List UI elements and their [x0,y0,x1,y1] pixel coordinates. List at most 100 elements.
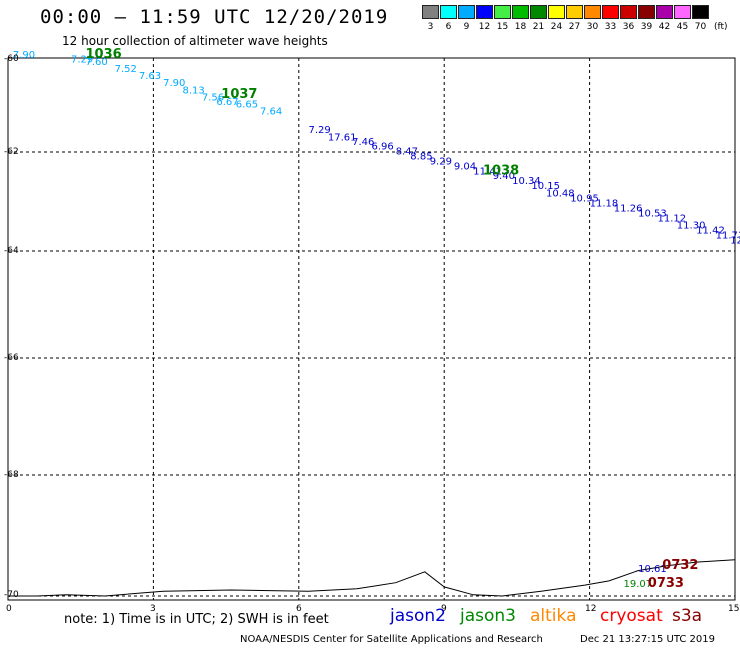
legend-cryosat: cryosat [600,606,663,626]
colorbar-label: 3 [427,22,434,32]
colorbar-label: 9 [463,22,470,32]
antarctic-coastline [8,559,736,597]
legend-s3a: s3a [672,606,703,626]
swh-value-label: 9.04 [454,161,476,172]
colorbar-swatch [638,5,655,19]
swh-value-label: 11.18 [590,199,619,210]
lat-label-68: -68 [4,470,19,480]
generation-timestamp: Dec 21 13:27:15 UTC 2019 [580,634,715,645]
colorbar-swatch [656,5,673,19]
colorbar-swatch [422,5,439,19]
colorbar-swatch [602,5,619,19]
pass-id-label: 1036 [86,47,122,62]
pass-id-label: 0733 [648,576,684,591]
pass-id-label: 1038 [483,163,519,178]
swh-value-label: 6.65 [236,99,258,110]
colorbar-label: 27 [568,22,581,32]
colorbar-swatch [620,5,637,19]
lon-label-15: 15 [728,604,740,614]
swh-value-label: 7.52 [115,64,137,75]
lat-label-66: -66 [4,353,19,363]
lon-label-3: 3 [150,604,156,614]
swh-value-label: 11.30 [677,221,706,232]
colorbar-label: 45 [676,22,689,32]
colorbar-label: 36 [622,22,635,32]
lat-label-64: -64 [4,246,19,256]
swh-value-label: 10.34 [512,176,541,187]
colorbar-swatch [674,5,691,19]
swh-value-label: 7.56 [202,92,224,103]
swh-value-label: 6.96 [372,142,394,153]
swh-value-label: 7.29 [71,55,93,66]
swh-value-label: 11.41 [473,166,502,177]
colorbar-swatch [476,5,493,19]
colorbar-unit: (ft) [714,22,728,32]
legend-jason2: jason2 [390,606,446,626]
swh-value-label: 7.64 [260,106,282,117]
swh-value-label: 11.12 [658,213,687,224]
pass-id-label: 0732 [662,558,698,573]
swh-value-label: 11.26 [614,203,643,214]
coastline-path [8,559,736,597]
colorbar-swatch [458,5,475,19]
credit-line: NOAA/NESDIS Center for Satellite Applica… [240,634,543,645]
colorbar-label: 70 [694,22,707,32]
swh-value-label: 17.61 [328,132,357,143]
colorbar-swatch [512,5,529,19]
colorbar-swatch [548,5,565,19]
colorbar-swatch [692,5,709,19]
swh-value-label: 10.95 [570,194,599,205]
colorbar-label: 33 [604,22,617,32]
swh-value-label: 7.29 [309,125,331,136]
colorbar-swatch [566,5,583,19]
colorbar-label: 42 [658,22,671,32]
swh-value-label: 19.07 [624,579,653,590]
colorbar-swatch [584,5,601,19]
colorbar-swatch [494,5,511,19]
legend-altika: altika [530,606,577,626]
swh-value-label: 11.71 [716,231,740,242]
lon-label-0: 0 [6,604,12,614]
colorbar-label: 21 [532,22,545,32]
colorbar-label: 6 [445,22,452,32]
swh-value-label: 7.90 [163,78,185,89]
swh-value-label: 11.42 [696,226,725,237]
swh-value-label: 8.47 [396,147,418,158]
swh-value-label: 10.53 [638,208,667,219]
colorbar-label: 39 [640,22,653,32]
lon-label-9: 9 [441,604,447,614]
map-grid [7,57,736,601]
swh-value-label: 7.60 [86,57,108,68]
swh-value-label: 9.29 [430,156,452,167]
swh-value-label: 10.48 [546,189,575,200]
swh-value-label: 9.40 [493,171,515,182]
legend-jason3: jason3 [460,606,516,626]
pass-id-label: 1037 [221,87,257,102]
lon-label-12: 12 [585,604,597,614]
colorbar-label: 15 [496,22,509,32]
swh-value-label: 7.90 [13,50,35,61]
colorbar-label: 18 [514,22,527,32]
colorbar-label: 24 [550,22,563,32]
map-title: 00:00 – 11:59 UTC 12/20/2019 [40,6,389,28]
lat-label-60: -60 [4,54,19,64]
footnote: note: 1) Time is in UTC; 2) SWH is in fe… [64,612,329,627]
swh-value-label: 8.13 [183,85,205,96]
lat-label-62: -62 [4,147,19,157]
swh-value-label: 12.26 [730,236,740,247]
colorbar-swatch [530,5,547,19]
swh-value-label: 7.63 [139,71,161,82]
lon-label-6: 6 [296,604,302,614]
map-subtitle: 12 hour collection of altimeter wave hei… [62,34,328,48]
colorbar-label: 12 [478,22,491,32]
swh-value-label: 10.15 [531,181,560,192]
swh-value-label: 8.85 [410,151,432,162]
swh-value-label: 7.46 [352,137,374,148]
colorbar-label: 30 [586,22,599,32]
lat-label-70: -70 [4,590,19,600]
swh-value-label: 10.61 [638,564,667,575]
map-frame [7,57,736,601]
swh-value-label: 6.67 [216,97,238,108]
colorbar-swatch [440,5,457,19]
